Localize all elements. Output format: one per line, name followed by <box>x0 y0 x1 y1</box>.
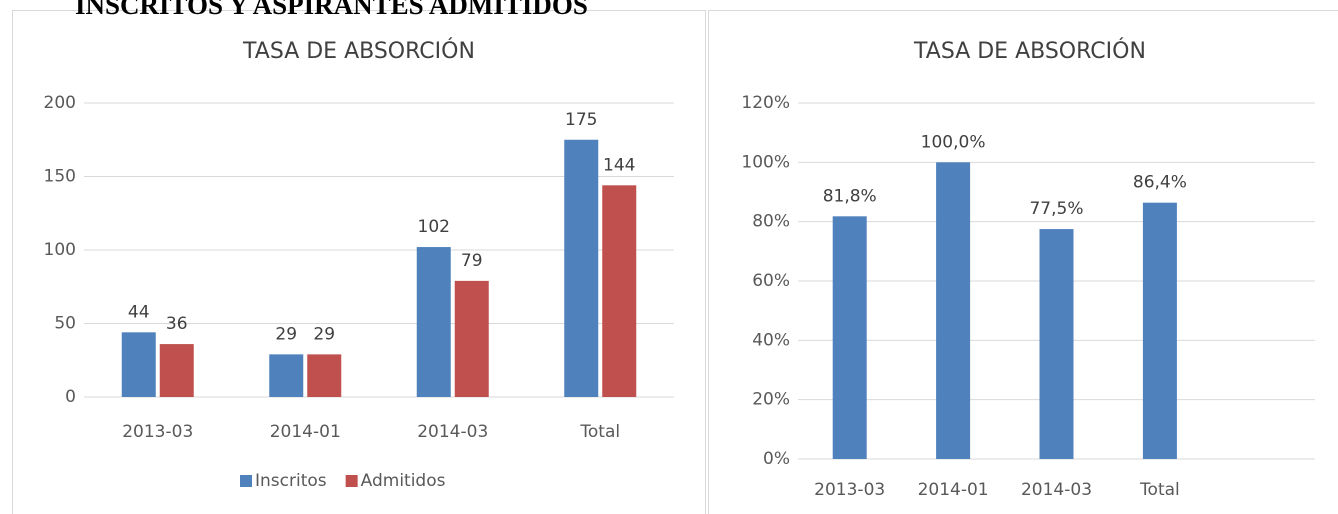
y-tick-label: 120% <box>741 93 790 113</box>
data-label: 144 <box>603 155 635 175</box>
x-tick-label: 2013-03 <box>814 480 885 500</box>
bar <box>121 332 156 397</box>
bar <box>1142 202 1177 459</box>
legend-swatch <box>345 475 358 487</box>
bar <box>1039 229 1074 459</box>
legend-label: Admitidos <box>361 471 446 491</box>
y-tick-label: 20% <box>752 390 790 410</box>
bar <box>416 247 451 397</box>
y-tick-label: 50 <box>54 314 76 334</box>
data-label: 29 <box>275 324 297 344</box>
x-tick-label: 2014-01 <box>918 480 989 500</box>
chart-frame <box>12 10 706 514</box>
legend-label: Inscritos <box>255 471 327 491</box>
data-label: 29 <box>313 324 335 344</box>
x-tick-label: Total <box>1139 480 1180 500</box>
chart-frame <box>708 10 1338 514</box>
data-label: 175 <box>565 110 597 130</box>
y-tick-label: 60% <box>752 271 790 291</box>
x-tick-label: Total <box>579 422 620 442</box>
chart-title: TASA DE ABSORCIÓN <box>242 38 475 64</box>
bar <box>269 354 304 397</box>
data-label: 102 <box>418 217 450 237</box>
y-tick-label: 200 <box>44 93 76 113</box>
data-label: 81,8% <box>823 186 877 206</box>
data-label: 86,4% <box>1133 173 1187 193</box>
x-tick-label: 2014-01 <box>270 422 341 442</box>
y-tick-label: 100% <box>741 152 790 172</box>
bar <box>564 139 599 397</box>
bar <box>307 354 342 397</box>
legend-swatch <box>240 475 252 487</box>
y-tick-label: 100 <box>44 240 76 260</box>
x-tick-label: 2014-03 <box>1021 480 1092 500</box>
bar <box>454 280 489 397</box>
heading: INSCRITOS Y ASPIRANTES ADMITIDOS <box>75 0 588 20</box>
x-tick-label: 2013-03 <box>122 422 193 442</box>
y-tick-label: 0 <box>65 387 76 407</box>
x-tick-label: 2014-03 <box>417 422 488 442</box>
y-tick-label: 80% <box>752 212 790 232</box>
y-tick-label: 40% <box>752 330 790 350</box>
y-tick-label: 0% <box>763 449 790 469</box>
data-label: 36 <box>166 314 188 334</box>
data-label: 100,0% <box>921 132 986 152</box>
bar <box>832 216 867 459</box>
chart-title: TASA DE ABSORCIÓN <box>913 38 1146 64</box>
data-label: 77,5% <box>1029 199 1083 219</box>
bar <box>159 344 194 397</box>
data-label: 44 <box>128 302 150 322</box>
data-label: 79 <box>461 251 483 271</box>
bar <box>936 162 971 460</box>
bar <box>602 185 637 397</box>
y-tick-label: 150 <box>44 167 76 187</box>
